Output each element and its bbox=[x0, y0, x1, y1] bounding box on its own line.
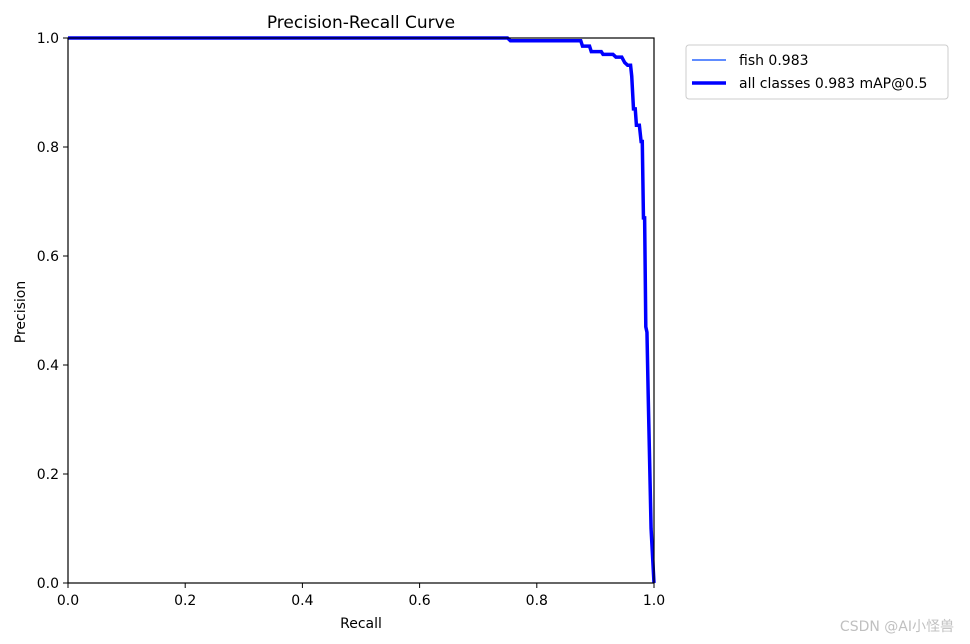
legend-label-fish: fish 0.983 bbox=[739, 53, 809, 69]
y-tick-label: 0.4 bbox=[37, 358, 59, 374]
x-tick-label: 0.8 bbox=[526, 593, 548, 609]
y-tick-label: 0.6 bbox=[37, 249, 59, 265]
x-tick-label: 0.6 bbox=[408, 593, 430, 609]
y-tick-label: 0.0 bbox=[37, 576, 59, 592]
chart-title: Precision-Recall Curve bbox=[267, 13, 455, 33]
series-line-0 bbox=[68, 37, 655, 584]
y-tick-label: 0.8 bbox=[37, 140, 59, 156]
legend-box bbox=[685, 44, 949, 100]
x-tick-label: 0.4 bbox=[291, 593, 313, 609]
y-tick-label: 1.0 bbox=[37, 31, 59, 47]
plot-frame bbox=[67, 37, 655, 584]
watermark: CSDN @AI小怪兽 bbox=[839, 619, 954, 635]
x-axis-label: Recall bbox=[340, 616, 382, 632]
x-tick-label: 0.0 bbox=[57, 593, 79, 609]
x-tick-label: 1.0 bbox=[643, 593, 665, 609]
plot-area: 0.0 0.2 0.4 0.6 0.8 1.0 0.0 0.2 0.4 0.6 0.8 1.0 bbox=[37, 31, 665, 609]
series-line-1 bbox=[68, 36, 656, 584]
legend: fish 0.983 all classes 0.983 mAP@0.5 bbox=[685, 44, 949, 100]
y-tick-label: 0.2 bbox=[37, 467, 59, 483]
y-axis-label: Precision bbox=[13, 281, 29, 343]
x-tick-label: 0.2 bbox=[174, 593, 196, 609]
legend-label-all-classes: all classes 0.983 mAP@0.5 bbox=[739, 76, 927, 92]
